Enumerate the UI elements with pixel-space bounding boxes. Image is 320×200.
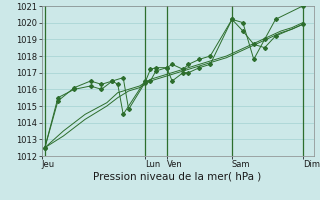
X-axis label: Pression niveau de la mer( hPa ): Pression niveau de la mer( hPa )	[93, 172, 262, 182]
